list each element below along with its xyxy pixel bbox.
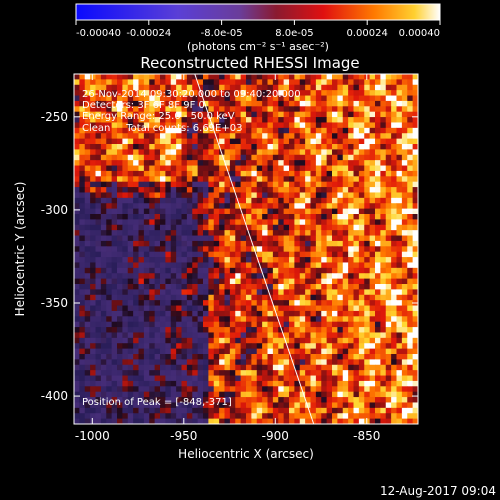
- image-plot: -1000 -950 -900 -850 -250 -300 -350 -400 26-Nov…: [41, 73, 419, 443]
- y-tick-label: -350: [41, 296, 68, 310]
- x-tick-label: -1000: [75, 429, 110, 443]
- x-tick-label: -950: [170, 429, 197, 443]
- colorbar-unit-label: (photons cm⁻² s⁻¹ asec⁻²): [187, 40, 329, 53]
- colorbar-tick-label: -0.00040: [76, 28, 121, 39]
- colorbar-tick-label: -0.00024: [126, 28, 171, 39]
- reconstructed-image-pixels: [74, 74, 418, 424]
- colorbar-tick-label: 0.00024: [347, 28, 388, 39]
- y-axis-label: Heliocentric Y (arcsec): [13, 182, 27, 317]
- info-line-2: Detectors: 3F 6F 8F 9F 0: [82, 100, 205, 111]
- x-tick-label: -900: [262, 429, 289, 443]
- colorbar: -0.00040 -0.00024 -8.0e-05 8.0e-05 0.00024 0.…: [75, 3, 441, 53]
- x-axis-label: Heliocentric X (arcsec): [178, 447, 314, 461]
- y-tick-label: -300: [41, 203, 68, 217]
- info-line-4: Clean Total counts: 6.69E+03: [82, 123, 242, 134]
- axis-ticks: -1000 -950 -900 -850 -250 -300 -350 -400: [41, 74, 418, 443]
- info-text: 26-Nov-2014 09:30:20.000 to 09:40:20.000…: [82, 89, 301, 134]
- colorbar-tick-label: 8.0e-05: [275, 28, 313, 39]
- x-tick-label: -850: [353, 429, 380, 443]
- peak-position-text: Position of Peak = [-848,-371]: [82, 397, 232, 408]
- colorbar-tick-label: -8.0e-05: [201, 28, 243, 39]
- footer-timestamp: 12-Aug-2017 09:04: [380, 484, 496, 498]
- image-title: Reconstructed RHESSI Image: [140, 54, 359, 72]
- y-tick-label: -250: [41, 110, 68, 124]
- info-line-3: Energy Range: 25.0 - 50.0 keV: [82, 111, 235, 122]
- colorbar-ticks: -0.00040 -0.00024 -8.0e-05 8.0e-05 0.00024 0.…: [75, 20, 441, 39]
- info-line-1: 26-Nov-2014 09:30:20.000 to 09:40:20.000: [82, 89, 301, 100]
- y-tick-label: -400: [41, 389, 68, 403]
- plot-frame: [73, 73, 419, 425]
- solar-limb-line: [194, 74, 315, 424]
- colorbar-gradient: [75, 3, 441, 21]
- colorbar-tick-label: 0.00040: [399, 28, 440, 39]
